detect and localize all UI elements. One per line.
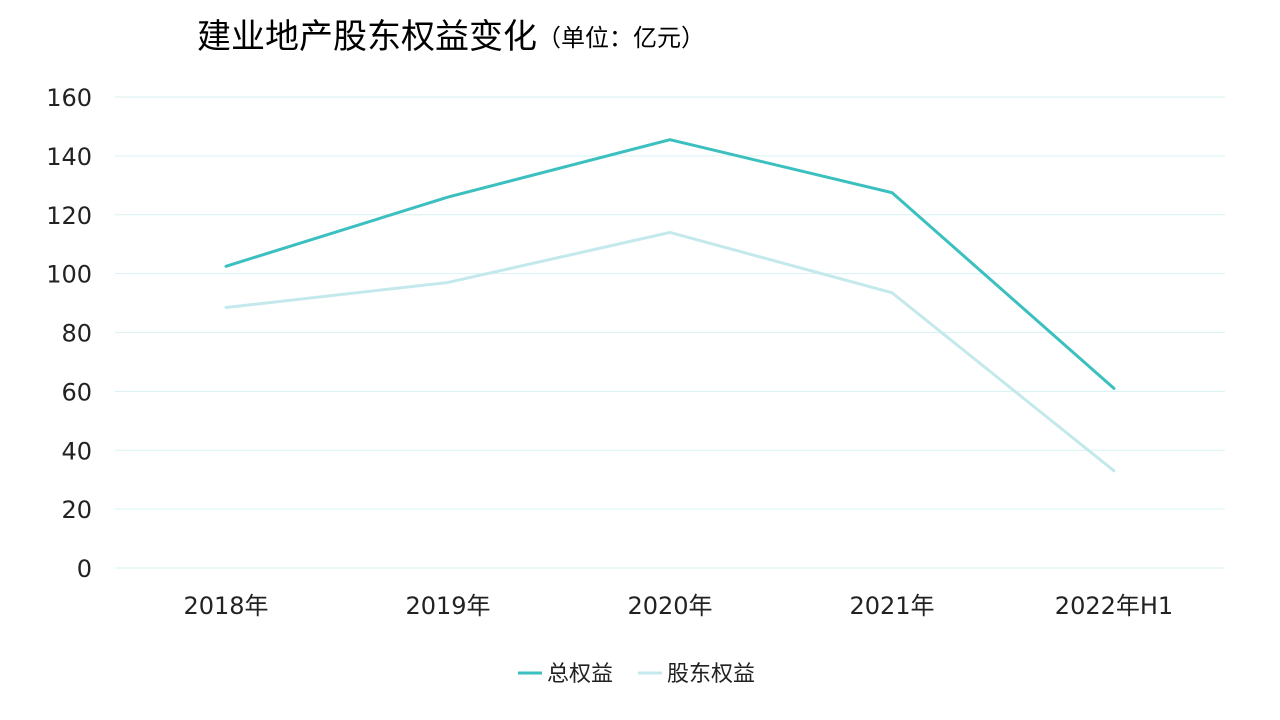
y-tick-label: 80: [61, 320, 92, 348]
series-line-1: [224, 138, 1116, 390]
series-line-2: [224, 230, 1116, 473]
y-tick-label: 100: [46, 261, 92, 289]
y-tick-label: 120: [46, 202, 92, 230]
x-tick-label: 2020年: [627, 592, 712, 620]
y-axis-ticks: 0 20 40 60 80 100 120 140 160: [46, 84, 92, 583]
gridlines: [115, 96, 1225, 569]
legend-label: 总权益: [547, 662, 613, 687]
x-tick-label: 2022年H1: [1055, 592, 1173, 620]
y-tick-label: 20: [61, 496, 92, 524]
series-lines: [224, 138, 1116, 473]
y-tick-label: 160: [46, 84, 92, 112]
y-tick-label: 40: [61, 437, 92, 465]
chart-subtitle: （单位：亿元）: [537, 24, 705, 52]
y-tick-label: 60: [61, 378, 92, 406]
x-tick-label: 2019年: [405, 592, 490, 620]
chart-title: 建业地产股东权益变化: [197, 17, 537, 57]
x-tick-label: 2021年: [849, 592, 934, 620]
legend: 总权益 股东权益: [518, 662, 755, 687]
x-tick-label: 2018年: [183, 592, 268, 620]
x-axis-ticks: 2018年 2019年 2020年 2021年 2022年H1: [183, 592, 1173, 620]
legend-label: 股东权益: [667, 662, 755, 687]
y-tick-label: 0: [77, 555, 92, 583]
y-tick-label: 140: [46, 143, 92, 171]
